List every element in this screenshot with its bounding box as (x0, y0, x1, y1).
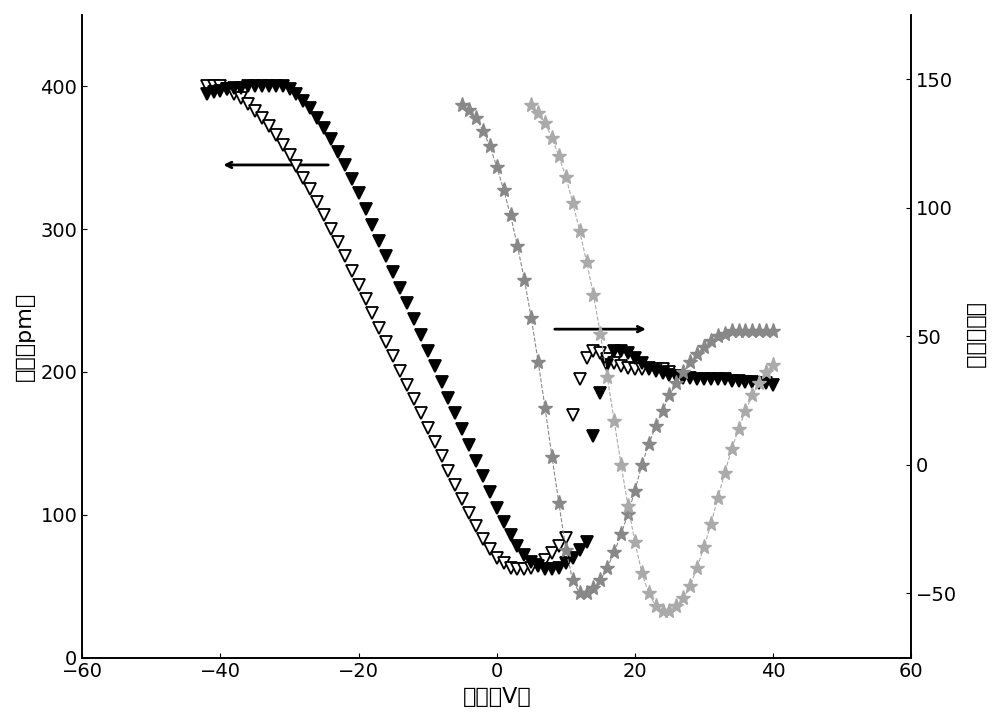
Y-axis label: 振幅（pm）: 振幅（pm） (15, 292, 35, 381)
X-axis label: 电压（V）: 电压（V） (462, 687, 531, 707)
Y-axis label: 相位（度）: 相位（度） (965, 303, 985, 370)
